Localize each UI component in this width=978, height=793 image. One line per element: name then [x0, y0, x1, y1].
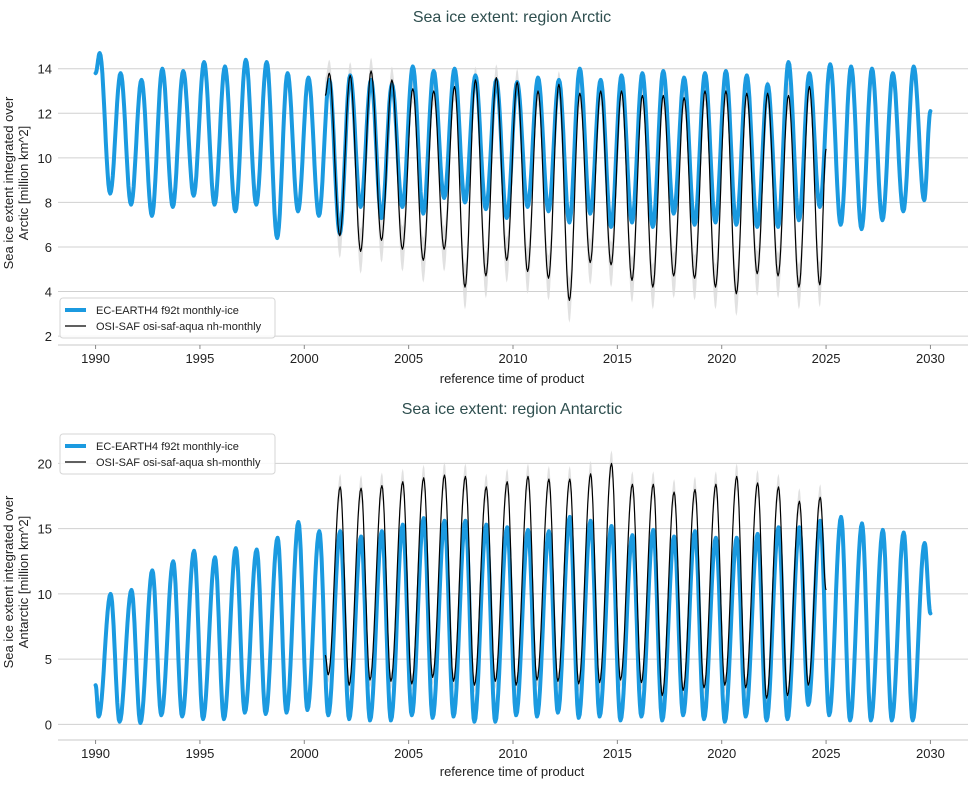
arctic-x-axis-label: reference time of product: [440, 371, 585, 386]
antarctic-x-tick-label: 1995: [185, 746, 214, 761]
antarctic-y-tick-label: 0: [45, 717, 52, 732]
antarctic-legend: EC-EARTH4 f92t monthly-ice OSI-SAF osi-sa…: [59, 433, 276, 475]
arctic-y-tick-label: 2: [45, 329, 52, 344]
antarctic-x-tick-label: 2000: [290, 746, 319, 761]
arctic-y-tick-label: 12: [38, 106, 52, 121]
arctic-x-tick-label: 2015: [603, 351, 632, 366]
antarctic-y-tick-label: 15: [38, 522, 52, 537]
antarctic-y-tick-label: 5: [45, 652, 52, 667]
antarctic-legend-label: EC-EARTH4 f92t monthly-ice: [96, 441, 239, 453]
arctic-legend-label: EC-EARTH4 f92t monthly-ice: [96, 305, 239, 317]
antarctic-x-tick-label: 2020: [707, 746, 736, 761]
arctic-x-tick-label: 2020: [707, 351, 736, 366]
antarctic-chart: Sea ice extent: region Antarctic referen…: [1, 401, 968, 779]
arctic-legend-box: [59, 297, 276, 339]
antarctic-x-tick-label: 2025: [812, 746, 841, 761]
arctic-obs-series-line: [324, 70, 827, 301]
antarctic-y-tick-label: 10: [38, 587, 52, 602]
arctic-model-series-line: [93, 51, 933, 241]
antarctic-obs-series-line: [324, 462, 827, 699]
arctic-x-tick-label: 2010: [499, 351, 528, 366]
arctic-y-axis-label-line1: Sea ice extent integrated over: [1, 96, 16, 269]
antarctic-y-axis-label-line2: Antarctic [million km^2]: [16, 516, 31, 649]
antarctic-x-tick-label: 2015: [603, 746, 632, 761]
antarctic-y-axis-label-line1: Sea ice extent integrated over: [1, 495, 16, 668]
antarctic-x-tick-label: 1990: [81, 746, 110, 761]
antarctic-y-tick-label: 20: [38, 456, 52, 471]
arctic-x-tick-label: 2000: [290, 351, 319, 366]
arctic-y-tick-label: 6: [45, 240, 52, 255]
arctic-legend: EC-EARTH4 f92t monthly-ice OSI-SAF osi-sa…: [59, 297, 276, 339]
antarctic-x-tick-label: 2005: [394, 746, 423, 761]
arctic-x-tick-label: 1995: [185, 351, 214, 366]
arctic-chart: Sea ice extent: region Arctic reference …: [1, 9, 968, 386]
antarctic-legend-box: [59, 433, 276, 475]
arctic-y-tick-label: 14: [38, 62, 52, 77]
arctic-legend-label: OSI-SAF osi-saf-aqua nh-monthly: [96, 321, 262, 333]
arctic-chart-title: Sea ice extent: region Arctic: [413, 9, 611, 26]
arctic-x-tick-label: 2005: [394, 351, 423, 366]
arctic-y-axis-label-line2: Arctic [million km^2]: [16, 126, 31, 240]
arctic-x-tick-label: 2025: [812, 351, 841, 366]
antarctic-x-tick-label: 2030: [916, 746, 945, 761]
arctic-y-tick-label: 8: [45, 195, 52, 210]
arctic-x-tick-label: 2030: [916, 351, 945, 366]
antarctic-x-axis-label: reference time of product: [440, 764, 585, 779]
antarctic-chart-title: Sea ice extent: region Antarctic: [402, 401, 623, 418]
arctic-y-tick-label: 10: [38, 151, 52, 166]
antarctic-model-series-line: [93, 514, 933, 725]
arctic-y-tick-label: 4: [45, 285, 52, 300]
antarctic-x-tick-label: 2010: [499, 746, 528, 761]
antarctic-legend-label: OSI-SAF osi-saf-aqua sh-monthly: [96, 457, 261, 469]
arctic-x-tick-label: 1990: [81, 351, 110, 366]
